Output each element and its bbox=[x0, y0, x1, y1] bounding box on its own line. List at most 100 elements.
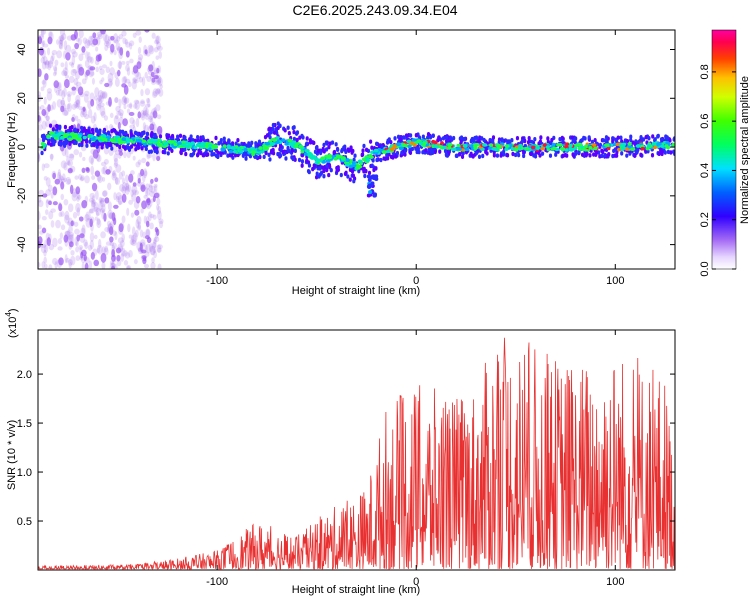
heatmap-speckle bbox=[78, 245, 84, 250]
heatmap-band-cell bbox=[377, 144, 382, 150]
heatmap-speckle bbox=[126, 182, 130, 192]
heatmap-ridge-cell bbox=[504, 147, 509, 152]
heatmap-speckle bbox=[146, 75, 152, 82]
heatmap-speckle bbox=[58, 203, 63, 212]
heatmap-speckle bbox=[60, 211, 65, 217]
heatmap-speckle bbox=[84, 90, 90, 97]
heatmap-speckle bbox=[55, 89, 60, 96]
heatmap-speckle bbox=[130, 189, 134, 197]
heatmap-speckle bbox=[78, 106, 83, 111]
heatmap-speckle bbox=[151, 60, 155, 71]
heatmap-speckle bbox=[157, 247, 162, 253]
heatmap-band-cell bbox=[147, 149, 151, 155]
heatmap-band-cell bbox=[593, 137, 597, 143]
heatmap-speckle bbox=[82, 106, 86, 112]
heatmap-band-cell bbox=[611, 139, 615, 144]
heatmap-band-cell bbox=[300, 159, 305, 164]
heatmap-band-cell bbox=[312, 140, 316, 146]
heatmap-band-cell bbox=[477, 139, 481, 144]
heatmap-band-cell bbox=[433, 149, 437, 155]
heatmap-speckle bbox=[104, 197, 110, 204]
heatmap-ridge-cell bbox=[62, 134, 68, 139]
heatmap-speckle bbox=[46, 199, 52, 204]
heatmap-speckle bbox=[144, 113, 150, 120]
heatmap-band-cell bbox=[248, 153, 253, 159]
heatmap-speckle bbox=[151, 32, 156, 39]
heatmap-speckle bbox=[103, 115, 109, 121]
heatmap-speckle bbox=[156, 67, 160, 74]
heatmap-speckle bbox=[104, 82, 110, 88]
heatmap-speckle bbox=[150, 118, 154, 126]
heatmap-band-cell bbox=[526, 140, 531, 145]
heatmap-speckle bbox=[125, 50, 130, 58]
heatmap-speckle bbox=[83, 256, 90, 264]
heatmap-speckle bbox=[51, 53, 55, 62]
heatmap-speckle bbox=[101, 91, 108, 100]
heatmap-ridge-cell bbox=[220, 147, 226, 152]
heatmap-y-tick-label: 20 bbox=[16, 92, 28, 104]
heatmap-speckle bbox=[38, 210, 41, 221]
heatmap-speckle bbox=[38, 236, 43, 245]
heatmap-speckle bbox=[44, 107, 49, 116]
heatmap-ridge-cell bbox=[137, 139, 143, 143]
heatmap-speckle bbox=[140, 109, 145, 119]
heatmap-band-cell bbox=[361, 148, 365, 153]
heatmap-speckle bbox=[100, 252, 107, 263]
heatmap-band-cell bbox=[428, 135, 433, 140]
heatmap-speckle bbox=[129, 42, 133, 50]
heatmap-band-cell bbox=[229, 153, 234, 158]
heatmap-speckle bbox=[139, 242, 143, 252]
heatmap-speckle bbox=[69, 184, 74, 195]
heatmap-band-cell bbox=[241, 153, 245, 158]
heatmap-band-cell bbox=[656, 133, 660, 139]
heatmap-speckle bbox=[153, 192, 160, 199]
heatmap-band-cell bbox=[346, 174, 350, 179]
heatmap-speckle bbox=[143, 49, 149, 56]
heatmap-band-cell bbox=[49, 142, 53, 147]
heatmap-band-cell bbox=[580, 152, 585, 157]
heatmap-speckle bbox=[40, 57, 46, 64]
heatmap-speckle bbox=[146, 197, 151, 206]
heatmap-speckle bbox=[50, 153, 54, 162]
heatmap-speckle bbox=[124, 182, 130, 191]
heatmap-band-cell bbox=[297, 157, 302, 163]
heatmap-speckle bbox=[113, 192, 117, 201]
heatmap-speckle bbox=[134, 100, 141, 111]
heatmap-band-cell bbox=[254, 141, 258, 146]
heatmap-speckle bbox=[156, 125, 163, 135]
heatmap-band-cell bbox=[445, 135, 449, 140]
heatmap-ridge-cell bbox=[193, 145, 198, 150]
heatmap-speckle bbox=[100, 231, 106, 239]
heatmap-speckle bbox=[146, 188, 151, 196]
heatmap-speckle bbox=[93, 259, 100, 267]
heatmap-speckle bbox=[90, 42, 96, 47]
heatmap-speckle bbox=[98, 196, 103, 203]
heatmap-speckle bbox=[109, 123, 113, 130]
heatmap-band-cell bbox=[98, 141, 102, 146]
heatmap-band-cell bbox=[179, 150, 183, 155]
heatmap-speckle bbox=[121, 60, 126, 65]
heatmap-speckle bbox=[77, 86, 84, 96]
heatmap-ridge-cell bbox=[468, 144, 474, 148]
heatmap-speckle bbox=[118, 223, 124, 233]
heatmap-ridge-cell bbox=[514, 148, 519, 152]
heatmap-y-tick-label: -20 bbox=[16, 188, 28, 204]
heatmap-ridge-cell bbox=[326, 155, 333, 160]
heatmap-band-cell bbox=[400, 150, 404, 156]
heatmap-speckle bbox=[95, 66, 99, 73]
heatmap-ridge-cell bbox=[333, 156, 338, 161]
heatmap-band-cell bbox=[115, 142, 119, 147]
heatmap-speckle bbox=[126, 67, 131, 76]
heatmap-speckle bbox=[113, 33, 119, 43]
heatmap-speckle bbox=[147, 98, 151, 108]
heatmap-speckle bbox=[157, 76, 163, 87]
heatmap-ridge-cell bbox=[205, 145, 209, 149]
heatmap-speckle bbox=[140, 99, 145, 104]
snr-multiplier-close: ) bbox=[7, 308, 19, 312]
heatmap-speckle bbox=[58, 202, 62, 210]
heatmap-speckle bbox=[129, 124, 135, 129]
heatmap-ridge-cell bbox=[309, 156, 316, 160]
heatmap-speckle bbox=[56, 82, 61, 90]
heatmap-speckle bbox=[101, 209, 105, 220]
heatmap-speckle bbox=[58, 35, 65, 42]
